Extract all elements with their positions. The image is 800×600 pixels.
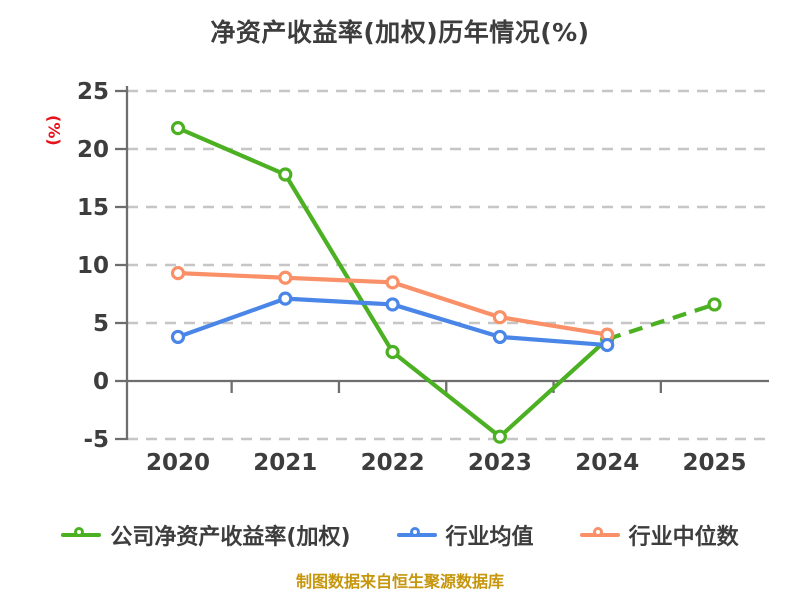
data-point-marker-company-roe-weighted [278, 167, 293, 182]
data-point-marker-industry-median [278, 270, 293, 285]
x-tick-label: 2024 [575, 450, 639, 476]
data-point-marker-industry-mean [278, 291, 293, 306]
legend-line-marker-green-icon [61, 526, 102, 544]
y-tick-label: 0 [93, 369, 109, 395]
y-axis-unit-label: (%) [44, 114, 64, 146]
y-tick-label: 10 [77, 253, 109, 279]
x-tick-label: 2022 [361, 450, 425, 476]
legend-item-industry-mean: 行业均值 [396, 519, 534, 551]
data-point-marker-company-roe-weighted [492, 429, 507, 444]
y-tick-label: 20 [77, 137, 109, 163]
legend-label: 公司净资产收益率(加权) [110, 525, 351, 550]
y-tick-label: 15 [77, 195, 109, 221]
data-point-marker-company-roe-weighted [385, 344, 400, 360]
data-point-marker-industry-median [385, 275, 400, 290]
chart-title: 净资产收益率(加权)历年情况(%) [210, 18, 590, 47]
y-tick-label: 25 [77, 79, 109, 105]
x-tick-label: 2021 [253, 450, 317, 476]
legend: 公司净资产收益率(加权) 行业均值 行业中位数 [0, 519, 800, 551]
x-tick-label: 2023 [468, 450, 532, 476]
data-point-marker-industry-mean [170, 329, 186, 345]
data-source-note: 制图数据来自恒生聚源数据库 [295, 572, 504, 591]
data-point-marker-company-roe-weighted [707, 297, 722, 312]
data-point-marker-industry-mean [385, 297, 400, 312]
data-point-marker-industry-mean [492, 329, 507, 345]
legend-line-marker-orange-icon [579, 526, 620, 544]
y-tick-label: -5 [83, 427, 109, 453]
data-point-marker-company-roe-weighted [170, 121, 186, 136]
legend-item-industry-median: 行业中位数 [579, 519, 739, 551]
y-tick-label: 5 [93, 311, 109, 337]
x-tick-label: 2020 [146, 450, 210, 476]
legend-line-marker-blue-icon [396, 526, 437, 544]
data-point-marker-industry-median [492, 310, 507, 325]
legend-item-company-roe: 公司净资产收益率(加权) [61, 519, 351, 551]
data-point-marker-industry-median [170, 266, 186, 281]
series-line-dashed-company-roe-weighted [606, 302, 716, 342]
x-tick-label: 2025 [682, 450, 746, 476]
data-point-marker-industry-mean [600, 337, 615, 353]
legend-label: 行业中位数 [628, 525, 739, 550]
legend-label: 行业均值 [445, 525, 534, 550]
